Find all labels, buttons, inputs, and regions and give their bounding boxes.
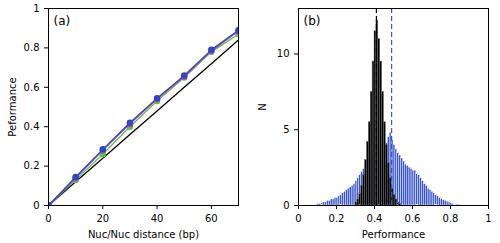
svg-text:40: 40 [151,213,164,224]
svg-text:Peformance: Peformance [7,77,18,136]
svg-text:20: 20 [96,213,109,224]
svg-text:0.2: 0.2 [329,213,345,224]
svg-text:(b): (b) [304,14,321,28]
svg-text:5: 5 [283,124,289,135]
svg-text:0: 0 [283,200,289,211]
svg-text:0.8: 0.8 [24,42,40,53]
svg-text:0.6: 0.6 [24,82,40,93]
svg-text:0.4: 0.4 [367,213,383,224]
svg-text:(a): (a) [54,14,71,28]
svg-text:1: 1 [33,3,39,14]
svg-text:10: 10 [277,48,290,59]
svg-text:Performance: Performance [362,229,425,240]
svg-text:0: 0 [45,213,51,224]
svg-text:1: 1 [485,213,491,224]
svg-text:Nuc/Nuc distance (bp): Nuc/Nuc distance (bp) [88,229,199,240]
svg-text:0.2: 0.2 [24,160,40,171]
svg-text:N: N [257,103,268,110]
svg-text:0.4: 0.4 [24,121,40,132]
svg-text:0.6: 0.6 [405,213,421,224]
svg-text:0: 0 [33,200,39,211]
svg-text:60: 60 [205,213,218,224]
svg-text:0: 0 [295,213,301,224]
svg-text:0.8: 0.8 [443,213,459,224]
